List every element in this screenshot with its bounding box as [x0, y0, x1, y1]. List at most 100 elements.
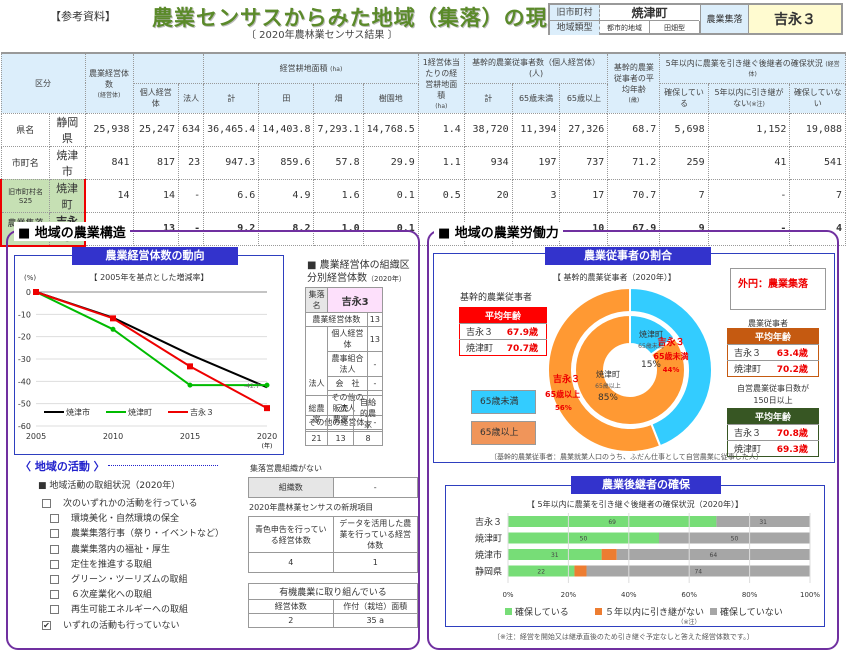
activity-item: グリーン・ツーリズムの取組: [50, 572, 188, 585]
svg-text:焼津市: 焼津市: [66, 407, 90, 417]
checkbox[interactable]: ✔: [42, 620, 51, 630]
svg-text:0%: 0%: [502, 591, 513, 599]
legend-over65: 65歳以上: [471, 421, 536, 445]
svg-text:焼津町: 焼津町: [475, 534, 502, 545]
header-field: 畑: [313, 82, 364, 114]
svg-text:-42.7: -42.7: [244, 383, 260, 390]
farm-household-table: 総農家 販売農家 自給的農家 21 13 8: [304, 395, 383, 446]
activity-item: 農業集落内の福祉・厚生: [50, 542, 170, 555]
svg-text:確保していない: 確保していない: [720, 606, 783, 618]
organic-table: 有機農業に取り組んでいる 経営体数 作付（栽培）面積 2 35 a: [248, 583, 418, 628]
svg-text:65歳未満: 65歳未満: [653, 351, 688, 361]
pie-chart-title: 農業従事者の割合: [545, 247, 711, 265]
line-chart: (%) 【 2005年を基点とした増減率】0-10-20-30-40-50-602…: [18, 272, 277, 450]
activity-item: 次のいずれかの活動を行っている: [42, 496, 198, 509]
checkbox[interactable]: [50, 544, 59, 554]
region-type-label: 地域類型: [550, 21, 600, 35]
header-not-secured: 確保していない: [789, 82, 846, 114]
svg-text:確保している: 確保している: [515, 606, 569, 618]
header-category: 区分: [0, 52, 86, 114]
svg-text:40%: 40%: [621, 591, 637, 599]
outer-circle-note: 外円：農業集落: [730, 268, 826, 310]
svg-text:吉永３: 吉永３: [657, 336, 684, 348]
header-workers-total: 計: [463, 82, 513, 114]
checkbox[interactable]: [50, 605, 59, 615]
labor-section-title: ■ 地域の農業労働力: [434, 222, 563, 241]
svg-text:65歳未満: 65歳未満: [638, 342, 664, 350]
region-type-2: 田畑型: [650, 21, 700, 35]
days-label: 自営農業従事日数が 150日以上: [737, 384, 809, 405]
svg-text:５年以内に引き継がない: ５年以内に引き継がない: [605, 606, 704, 618]
svg-text:50: 50: [580, 536, 588, 543]
svg-text:2005: 2005: [26, 432, 46, 441]
svg-text:20%: 20%: [561, 591, 577, 599]
structure-section-title: ■ 地域の農業構造: [14, 222, 130, 241]
activity-item: 農業集落行事（祭り・イベントなど）: [50, 526, 224, 539]
svg-text:22: 22: [537, 569, 545, 576]
activity-item: ６次産業化への取組: [50, 587, 152, 600]
pie-chart-subtitle: 【 基幹的農業従事者（2020年）】: [553, 273, 676, 282]
workers-label: 農業従事者: [748, 319, 788, 328]
checkbox[interactable]: [50, 559, 59, 569]
table-row: 市町名 焼津市 841 817 23 947.3 859.6 57.8 29.9 1.1 934 19…: [0, 145, 846, 180]
old-municipality-value: 焼津町: [600, 5, 699, 21]
activity-subtitle: ■ 地域活動の取組状況（2020年）: [38, 481, 181, 491]
svg-text:65歳以上: 65歳以上: [595, 382, 621, 390]
svg-text:(年): (年): [262, 442, 273, 450]
svg-text:静岡県: 静岡県: [475, 566, 502, 578]
location-info-box: 旧市町村 地域類型 焼津町 都市的地域 田畑型 農業集落 吉永３: [548, 3, 843, 35]
svg-text:-10: -10: [18, 310, 31, 319]
labor-section: [427, 230, 839, 650]
svg-text:吉永３: 吉永３: [190, 407, 214, 417]
header-orchard: 樹園地: [362, 82, 419, 114]
line-chart-title: 農業経営体数の動向: [72, 247, 238, 265]
svg-text:（※注）: （※注）: [677, 618, 700, 625]
old-municipality-label: 旧市町村: [550, 5, 600, 21]
svg-text:65歳以上: 65歳以上: [545, 389, 580, 399]
donut-chart: 吉永３65歳未満44%吉永３65歳以上56%焼津町65歳以上85%焼津町65歳未…: [545, 286, 713, 453]
table-row: 県名 静岡県 25,938 25,247 634 36,465.4 14,403.8 7,29…: [0, 112, 846, 147]
svg-text:2015: 2015: [180, 432, 200, 441]
header-successor: 5年以内に農業を引き継ぐ後継者の確保状況 (経営体): [659, 52, 846, 84]
svg-text:0: 0: [26, 288, 31, 297]
header-no-successor: 5年以内に引き継がない(※注): [707, 82, 791, 114]
structure-section: [6, 230, 420, 650]
table-row: 旧市町村名 S25 焼津町 14 14-6.6 4.9 1.6 0.1 0.5 20 3 17 70.…: [0, 178, 846, 213]
svg-text:吉永３: 吉永３: [553, 373, 580, 385]
header-individual: 個人経営体: [132, 82, 180, 114]
svg-text:56%: 56%: [555, 404, 572, 412]
org-farming-table: 組織数 -: [248, 477, 418, 498]
header-entities: 農業経営体数 (経営体): [84, 52, 134, 114]
settlement-label: 農業集落: [700, 5, 749, 33]
checkbox[interactable]: [50, 514, 59, 524]
svg-text:2020: 2020: [257, 432, 277, 441]
checkbox[interactable]: [50, 590, 59, 600]
activity-item: ✔ いずれの活動も行っていない: [42, 620, 180, 631]
svg-text:44%: 44%: [663, 366, 680, 374]
checkbox[interactable]: [50, 529, 59, 539]
svg-text:85%: 85%: [598, 393, 618, 403]
svg-text:50: 50: [731, 536, 739, 543]
svg-text:80%: 80%: [742, 591, 758, 599]
svg-text:-20: -20: [18, 333, 31, 342]
activity-item: 定住を推進する取組: [50, 557, 152, 570]
header-corp: 法人: [178, 82, 205, 114]
header-secured: 確保している: [659, 82, 709, 114]
svg-text:74: 74: [694, 569, 702, 576]
checkbox[interactable]: [42, 499, 51, 508]
header-per-entity: 1経営体当たりの経営耕地面積 (ha): [417, 52, 465, 114]
region-type-1: 都市的地域: [600, 21, 650, 35]
svg-text:焼津町: 焼津町: [128, 407, 152, 417]
svg-text:69: 69: [608, 519, 616, 526]
new-items-title: 2020年農林業センサスの新規項目: [249, 503, 374, 512]
svg-text:【 5年以内に農業を引き継ぐ後継者の確保状況（2020年）】: 【 5年以内に農業を引き継ぐ後継者の確保状況（2020年）】: [527, 499, 743, 509]
core-workers-label: 基幹的農業従事者: [460, 293, 533, 303]
page-subtitle: 〔 2020年農林業センサス結果 〕: [246, 30, 398, 41]
successor-bar-chart: 【 5年以内に農業を引き継ぐ後継者の確保状況（2020年）】吉永３ 69 31 焼津町…: [475, 499, 820, 625]
svg-text:-30: -30: [18, 355, 31, 364]
core-workers-footnote: 〔基幹的農業従事者：農業就業人口のうち、ふだん仕事として自営農業に従事した人〕: [490, 453, 763, 461]
svg-text:吉永３: 吉永３: [475, 516, 502, 528]
svg-text:【 2005年を基点とした増減率】: 【 2005年を基点とした増減率】: [90, 272, 209, 282]
checkbox[interactable]: [50, 575, 59, 584]
